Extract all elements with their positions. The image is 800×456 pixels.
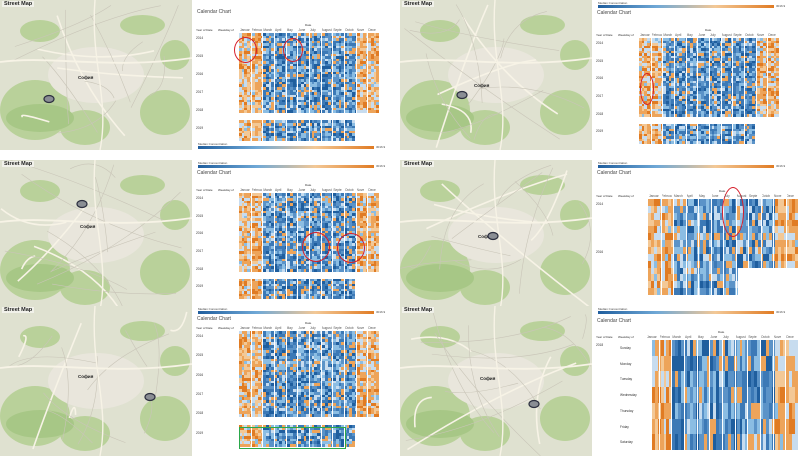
month-label: Januar: [640, 33, 651, 37]
year-column-header: Year of Date: [596, 33, 613, 37]
station-marker[interactable]: [0, 160, 192, 310]
annotation-circle: [283, 38, 303, 62]
year-label: 2019: [196, 126, 203, 130]
calendar-title: Calendar Chart: [197, 9, 231, 15]
month-divider: [356, 33, 357, 141]
heatmap-cell[interactable]: [352, 138, 355, 141]
year-column-header: Year of Date: [196, 28, 213, 32]
year-label: 2016: [196, 72, 203, 76]
weekday-column-header: Weekday of: [618, 33, 634, 37]
year-label: 2019: [596, 129, 603, 133]
year-label: 2015: [196, 54, 203, 58]
month-divider: [709, 38, 710, 144]
annotation-circle: [640, 73, 654, 105]
month-label: July: [310, 28, 321, 32]
month-divider: [332, 33, 333, 141]
month-label: May: [287, 28, 298, 32]
month-divider: [274, 33, 275, 141]
month-divider: [756, 38, 757, 144]
year-label: 2017: [196, 90, 203, 94]
month-label: March: [663, 33, 674, 37]
year-label: 2017: [596, 94, 603, 98]
calendar-heatmap: [639, 38, 779, 144]
month-divider: [367, 33, 368, 141]
month-divider: [321, 33, 322, 141]
month-divider: [744, 38, 745, 144]
year-label: 2014: [196, 36, 203, 40]
color-legend: [598, 5, 774, 8]
station-marker[interactable]: [0, 0, 192, 150]
heatmap-cell[interactable]: [752, 141, 755, 144]
month-header: Date: [305, 23, 311, 27]
heatmap-cell[interactable]: [376, 110, 379, 113]
month-label: Februa: [252, 28, 263, 32]
heatmap-cell[interactable]: [776, 114, 779, 117]
month-label: June: [298, 28, 309, 32]
month-label: March: [263, 28, 274, 32]
month-header: Date: [705, 28, 711, 32]
month-label: June: [698, 33, 709, 37]
year-label: 2018: [596, 112, 603, 116]
calendar-heatmap: [239, 33, 379, 141]
month-label: Septe: [333, 28, 344, 32]
year-label: 2015: [596, 59, 603, 63]
month-divider: [697, 38, 698, 144]
month-label: Februa: [652, 33, 663, 37]
month-divider: [674, 38, 675, 144]
month-label: August: [322, 28, 333, 32]
street-map[interactable]: Street Map София: [400, 0, 592, 150]
month-label: Dece: [768, 33, 779, 37]
month-label: April: [675, 33, 686, 37]
month-divider: [662, 38, 663, 144]
year-label: 2018: [196, 108, 203, 112]
month-label: April: [275, 28, 286, 32]
year-label: 2014: [596, 41, 603, 45]
month-divider: [721, 38, 722, 144]
color-legend: [198, 146, 374, 149]
month-label: August: [722, 33, 733, 37]
month-label: Octob: [745, 33, 756, 37]
station-marker[interactable]: [400, 0, 592, 150]
calendar-title: Calendar Chart: [597, 10, 631, 16]
month-label: Dece: [368, 28, 379, 32]
street-map[interactable]: Street Map София: [0, 160, 192, 310]
month-divider: [732, 38, 733, 144]
weekday-column-header: Weekday of: [218, 28, 234, 32]
month-divider: [767, 38, 768, 144]
month-label: Januar: [240, 28, 251, 32]
month-divider: [309, 33, 310, 141]
legend-max-value: 3016.9: [376, 145, 385, 149]
month-label: Septe: [733, 33, 744, 37]
month-label: Nove: [357, 28, 368, 32]
month-label: Nove: [757, 33, 768, 37]
month-divider: [262, 33, 263, 141]
month-label: July: [710, 33, 721, 37]
street-map[interactable]: Street Map София: [0, 0, 192, 150]
month-label: Octob: [345, 28, 356, 32]
month-label: May: [687, 33, 698, 37]
month-divider: [344, 33, 345, 141]
year-label: 2016: [596, 76, 603, 80]
annotation-circle: [234, 37, 257, 63]
legend-max-value: 3016.9: [776, 4, 785, 8]
month-divider: [686, 38, 687, 144]
